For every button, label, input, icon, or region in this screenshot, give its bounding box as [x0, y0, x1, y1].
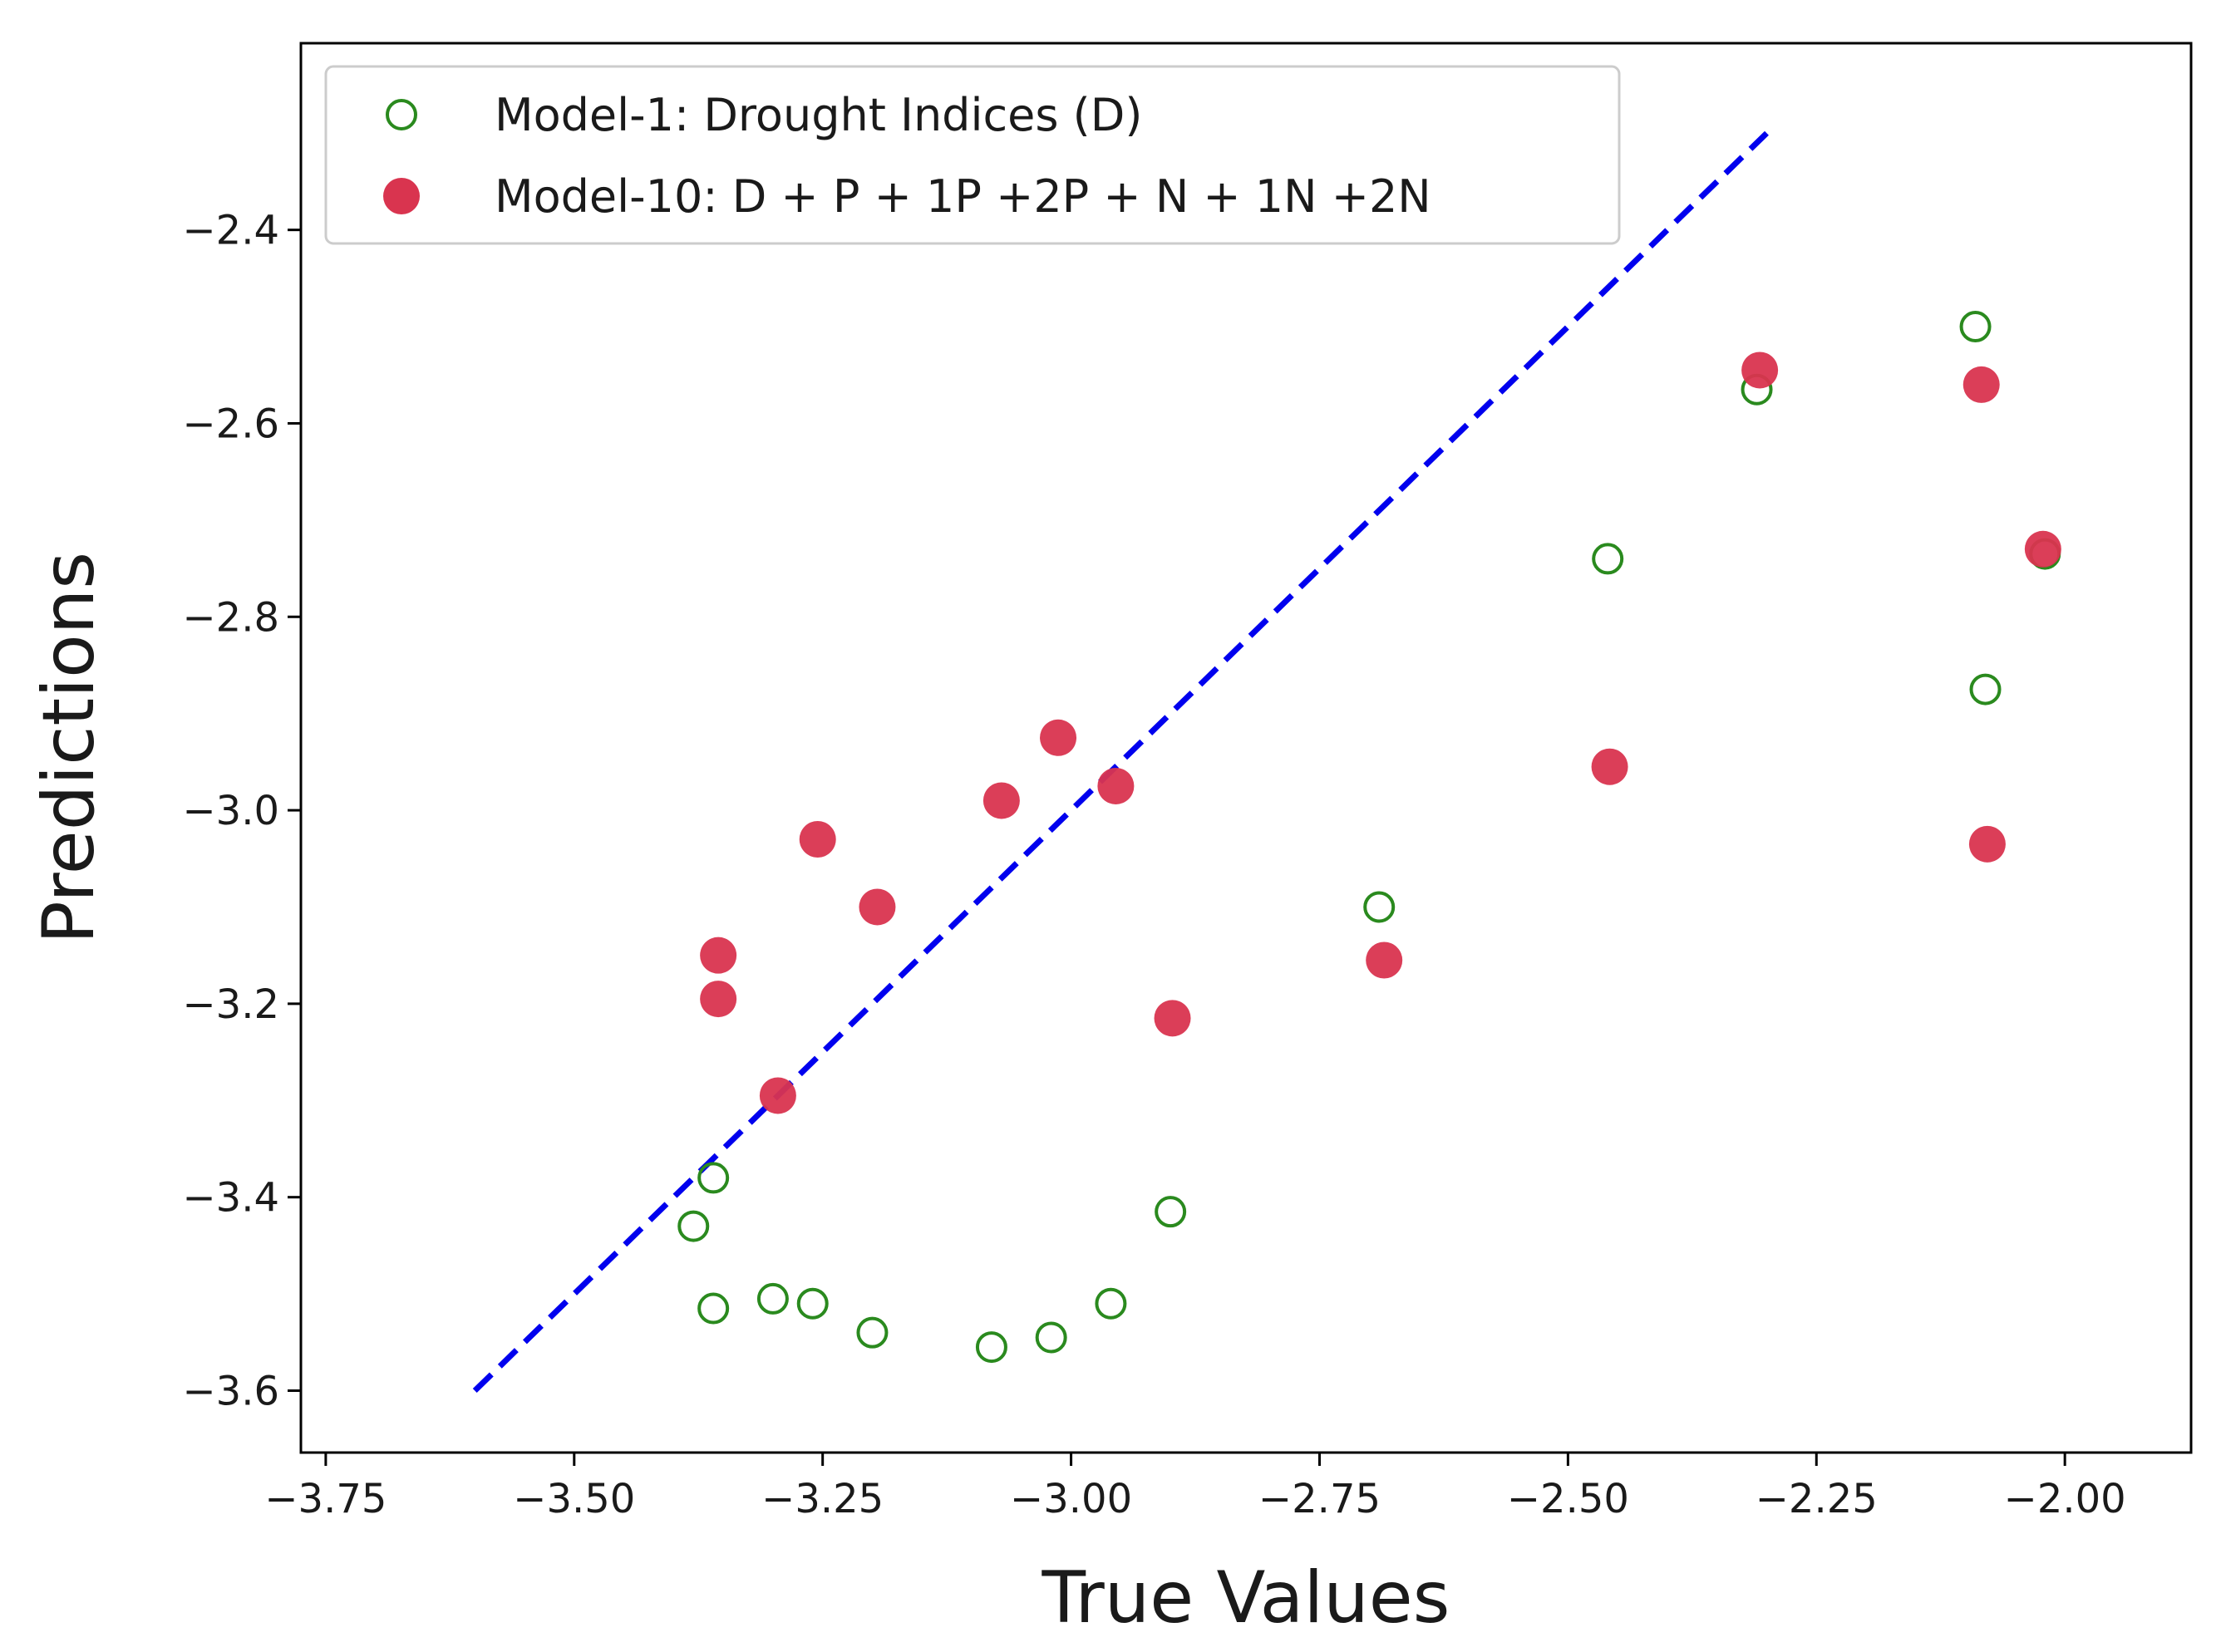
- model-10-point: [1040, 719, 1077, 756]
- model-1-point: [1095, 1287, 1127, 1320]
- y-tick-label: −3.4: [182, 1175, 279, 1222]
- model-10-point: [1962, 366, 2000, 403]
- plot-area-frame: [299, 42, 2193, 1454]
- model-1-point: [1155, 1196, 1187, 1228]
- model-10-point: [700, 981, 737, 1018]
- series-model-1: [677, 311, 2061, 1364]
- y-axis: −3.6 −3.4 −3.2 −3.0 −2.8 −2.6 −2.4: [182, 208, 301, 1415]
- identity-reference-line: [472, 130, 1769, 1394]
- legend-label-model-10: Model-10: D + P + 1P +2P + N + 1N +2N: [495, 170, 1431, 223]
- model-1-point: [1959, 311, 1992, 343]
- x-tick-label: −2.75: [1258, 1476, 1381, 1522]
- y-tick-label: −2.6: [182, 401, 279, 447]
- x-axis: −3.75 −3.50 −3.25 −3.00 −2.75 −2.50 −2.25 −2.00: [264, 1453, 2126, 1522]
- model-10-point: [1591, 748, 1628, 785]
- model-1-point: [1592, 543, 1624, 575]
- y-tick-label: −3.6: [182, 1369, 279, 1415]
- x-axis-title: True Values: [1042, 1556, 1450, 1640]
- model-1-point: [856, 1316, 889, 1349]
- x-tick-label: −3.25: [761, 1476, 884, 1522]
- model-10-point: [799, 821, 836, 858]
- y-tick-label: −3.2: [182, 981, 279, 1028]
- legend: Model-1: Drought Indices (D) Model-10: D…: [324, 65, 1621, 245]
- model-10-point: [1097, 767, 1135, 804]
- x-tick-label: −3.00: [1010, 1476, 1132, 1522]
- x-tick-label: −3.75: [264, 1476, 387, 1522]
- data-points: [677, 311, 2061, 1364]
- model-10-point: [859, 888, 896, 926]
- model-10-point: [982, 782, 1020, 819]
- model-1-point: [975, 1331, 1007, 1364]
- model-10-point: [1366, 942, 1403, 979]
- model-1-point: [1969, 673, 2002, 706]
- y-tick-label: −3.0: [182, 788, 279, 834]
- model-1-point: [697, 1292, 730, 1325]
- model-1-point: [697, 1162, 730, 1194]
- legend-marker-model-10-icon: [383, 178, 420, 214]
- model-10-point: [1154, 1000, 1191, 1037]
- model-1-point: [677, 1210, 710, 1242]
- x-tick-label: −2.00: [2004, 1476, 2126, 1522]
- x-tick-label: −2.50: [1507, 1476, 1629, 1522]
- model-10-point: [759, 1077, 796, 1114]
- model-1-point: [1035, 1321, 1067, 1354]
- model-10-point: [700, 937, 737, 974]
- model-1-point: [756, 1282, 789, 1315]
- model-10-point: [2024, 530, 2061, 568]
- model-1-point: [1363, 891, 1396, 923]
- y-axis-title: Predictions: [27, 552, 111, 944]
- y-tick-label: −2.8: [182, 594, 279, 641]
- model-10-point: [1968, 825, 2006, 863]
- y-tick-label: −2.4: [182, 208, 279, 254]
- legend-marker-model-1-icon: [386, 99, 417, 130]
- x-tick-label: −3.50: [513, 1476, 635, 1522]
- legend-label-model-1: Model-1: Drought Indices (D): [495, 89, 1142, 141]
- legend-box: [324, 65, 1621, 245]
- model-1-point: [796, 1287, 829, 1320]
- model-10-point: [1741, 352, 1779, 389]
- x-tick-label: −2.25: [1756, 1476, 1878, 1522]
- series-model-10: [700, 352, 2061, 1114]
